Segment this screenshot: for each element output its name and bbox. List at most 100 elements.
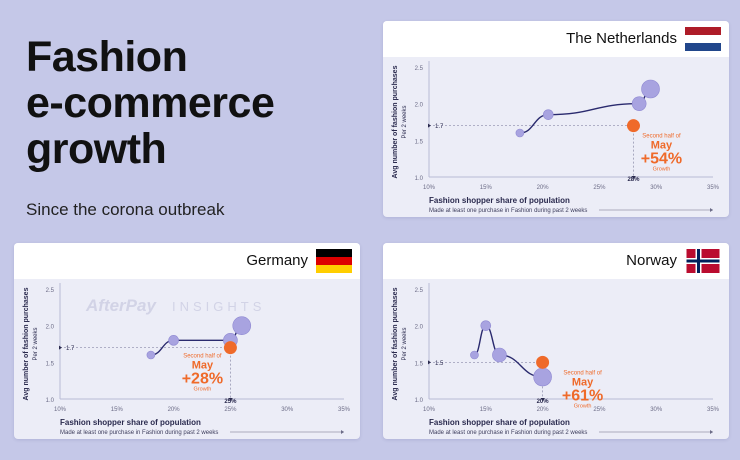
x-tick-label: 20% [537, 407, 550, 413]
x-axis-label: Fashion shopper share of population [60, 418, 201, 427]
y-tick-label: 2.5 [415, 66, 424, 72]
x-axis-label: Fashion shopper share of population [429, 196, 570, 205]
annotation-line-4: Growth [653, 167, 671, 173]
y-tick-label: 1.5 [415, 139, 424, 145]
marker-arrow [228, 398, 233, 401]
headline: Fashion e-commerce growth [26, 33, 275, 173]
data-point [641, 79, 660, 99]
x-axis-label: Fashion shopper share of population [429, 418, 570, 427]
data-point [631, 96, 647, 111]
flag-norway-icon [686, 249, 720, 273]
y-tick-label: 1.5 [415, 361, 424, 367]
x-axis-arrow-head [341, 430, 344, 434]
x-tick-label: 10% [54, 407, 67, 413]
y-axis-label: Avg number of fashion purchases [392, 65, 399, 178]
headline-line-2: e-commerce [26, 79, 275, 127]
card-norway: Norway 1.0 1.5 2.0 2.5 10% 15% 20% 25% 30% 35% Avg… [383, 243, 729, 439]
baseline-marker [428, 360, 431, 365]
annotation-value: +28% [182, 371, 223, 388]
baseline-label: 1.7 [66, 346, 75, 352]
x-tick-label: 15% [480, 407, 493, 413]
annotation-line-1: Second half of [183, 354, 222, 360]
marker-arrow [631, 176, 636, 179]
data-point [146, 350, 156, 360]
country-name: Germany [246, 252, 308, 269]
y-tick-label: 2.5 [415, 288, 424, 294]
data-point [480, 320, 492, 331]
annotation-line-4: Growth [574, 403, 592, 409]
card-germany: Germany AfterPay INSIGHTS 1.0 1.5 2.0 2.5 10% 1… [14, 243, 360, 439]
x-tick-label: 10% [423, 185, 436, 191]
chart-netherlands: 1.0 1.5 2.0 2.5 10% 15% 20% 25% 30% 35% Avg number… [392, 61, 720, 214]
marker-label: 28% [627, 177, 640, 183]
baseline-marker [428, 123, 431, 128]
annotation-value: +54% [641, 151, 682, 168]
annotation-line-2: May [651, 140, 673, 152]
marker-label: 20% [537, 399, 550, 405]
data-point [470, 350, 479, 360]
x-tick-label: 30% [650, 185, 663, 191]
x-axis-arrow-head [710, 430, 713, 434]
watermark-suffix: INSIGHTS [172, 299, 265, 314]
baseline-marker [59, 345, 62, 350]
country-name: Norway [626, 252, 677, 269]
marker-label: 25% [224, 399, 237, 405]
annotation-value: +61% [562, 387, 603, 404]
x-tick-label: 20% [168, 407, 181, 413]
x-tick-label: 20% [537, 185, 550, 191]
chart-norway: 1.0 1.5 2.0 2.5 10% 15% 20% 25% 30% 35% Avg number… [392, 283, 720, 436]
y-axis-sublabel: Per 2 weeks [402, 327, 408, 360]
y-axis-label: Avg number of fashion purchases [392, 287, 399, 400]
data-point [168, 335, 179, 346]
annotation-line-2: May [572, 376, 594, 388]
x-tick-label: 30% [650, 407, 663, 413]
baseline-label: 1.7 [435, 124, 444, 130]
country-name: The Netherlands [566, 30, 677, 47]
highlight-point [223, 341, 237, 355]
y-tick-label: 2.0 [415, 325, 424, 331]
x-tick-label: 30% [281, 407, 294, 413]
x-axis-sublabel: Made at least one purchase in Fashion du… [429, 208, 587, 214]
y-axis-sublabel: Per 2 weeks [33, 327, 39, 360]
annotation-line-4: Growth [194, 387, 212, 393]
card-netherlands: The Netherlands 1.0 1.5 2.0 2.5 10% 15% 20% 25%… [383, 21, 729, 217]
headline-line-3: growth [26, 125, 167, 173]
y-tick-label: 2.5 [46, 288, 55, 294]
data-point [533, 367, 552, 387]
card-header: Germany [14, 243, 360, 279]
y-tick-label: 2.0 [46, 325, 55, 331]
highlight-point [536, 355, 550, 369]
marker-arrow [540, 398, 545, 401]
data-point [542, 109, 554, 120]
y-tick-label: 2.0 [415, 103, 424, 109]
baseline-label: 1.5 [435, 361, 444, 367]
chart-germany: AfterPay INSIGHTS 1.0 1.5 2.0 2.5 10% 15% 20% 25%… [23, 283, 351, 436]
x-tick-label: 25% [593, 407, 606, 413]
x-tick-label: 15% [480, 185, 493, 191]
x-tick-label: 15% [111, 407, 124, 413]
y-axis-label: Avg number of fashion purchases [23, 287, 30, 400]
watermark-brand: AfterPay [85, 296, 157, 315]
card-header: The Netherlands [383, 21, 729, 57]
x-tick-label: 10% [423, 407, 436, 413]
x-tick-label: 25% [593, 185, 606, 191]
y-axis-sublabel: Per 2 weeks [402, 105, 408, 138]
data-point [515, 128, 525, 138]
data-point [492, 347, 507, 363]
highlight-point [626, 119, 640, 133]
y-tick-label: 1.0 [415, 398, 424, 404]
annotation-line-1: Second half of [642, 134, 681, 140]
x-axis-arrow-head [710, 208, 713, 212]
x-tick-label: 35% [338, 407, 351, 413]
annotation-line-1: Second half of [563, 370, 602, 376]
headline-line-1: Fashion [26, 33, 188, 81]
x-tick-label: 25% [224, 407, 237, 413]
annotation-line-2: May [192, 360, 214, 372]
flag-germany-icon [316, 249, 352, 273]
y-tick-label: 1.0 [415, 176, 424, 182]
trend-curve [519, 88, 651, 134]
subtitle: Since the corona outbreak [26, 200, 225, 219]
flag-netherlands-icon [685, 27, 721, 51]
x-axis-sublabel: Made at least one purchase in Fashion du… [60, 430, 218, 436]
data-point [232, 316, 252, 335]
